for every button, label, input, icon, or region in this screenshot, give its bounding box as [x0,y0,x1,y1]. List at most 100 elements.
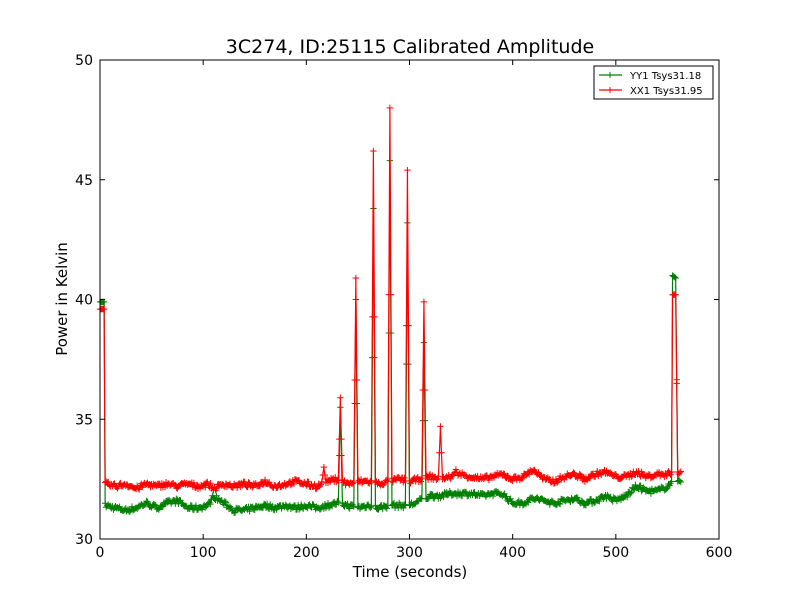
data-point [221,498,229,505]
data-point [586,474,594,482]
x-tick-label: 300 [396,545,423,561]
y-tick-label: 40 [75,293,93,309]
data-point [663,485,670,493]
data-point [259,481,267,489]
data-point [143,497,150,505]
data-point [509,477,516,485]
data-point [618,474,626,481]
legend-marker [607,87,613,93]
legend-marker [607,72,613,78]
data-point [173,495,180,502]
data-point [570,469,577,476]
data-point [555,500,563,507]
data-point [321,471,329,479]
data-point [627,490,634,497]
data-point [596,497,603,505]
x-tick-label: 500 [602,545,629,561]
data-point [206,499,213,506]
data-point [623,493,631,501]
data-point [663,472,670,480]
data-point [328,502,336,510]
data-point [317,481,324,488]
chart-title: 3C274, ID:25115 Calibrated Amplitude [226,36,594,58]
data-point [371,313,378,321]
data-point [552,501,560,509]
data-point [368,503,375,510]
data-point [582,502,590,509]
data-point [335,477,342,484]
data-point [335,499,342,506]
legend-box [593,65,714,100]
data-point [387,291,395,298]
data-point [556,500,564,508]
data-point [433,476,440,484]
data-point [668,468,675,476]
data-point [383,476,391,484]
y-tick-label: 45 [75,173,93,189]
data-point [231,509,239,516]
series-1 [96,157,685,517]
data-point [420,298,428,306]
data-point [401,474,408,482]
x-tick-label: 400 [499,545,526,561]
data-point [338,435,345,443]
data-point [524,499,532,506]
data-point [207,500,214,508]
data-point [447,475,454,483]
data-point [482,493,490,500]
data-point [368,477,375,484]
data-point [144,498,151,506]
data-point [349,480,356,487]
data-point [226,503,234,510]
data-point [152,502,159,509]
data-point [401,501,408,508]
data-point [592,473,599,481]
data-point [116,503,123,510]
data-point [628,489,635,496]
data-point [398,475,405,482]
data-point [349,501,356,509]
data-point [417,478,425,485]
data-point [438,449,445,456]
data-point [518,475,526,483]
data-point [352,274,360,282]
data-point [384,478,392,485]
data-point [595,472,602,480]
data-point [418,474,426,482]
data-point [213,485,220,492]
data-point [370,147,377,155]
data-point [424,495,432,502]
data-point [673,380,680,387]
data-point [435,472,442,480]
x-tick-label: 600 [706,545,733,561]
data-point [100,305,108,313]
data-point [550,480,558,487]
legend: YY1 Tsys31.18 XX1 Tsys31.95 [593,65,714,100]
data-point [437,423,444,430]
data-point [256,483,264,490]
x-tick-label: 100 [190,545,217,561]
data-point [290,480,298,488]
data-point [265,479,273,486]
data-point [668,478,675,485]
plot-area [96,104,685,517]
data-point [204,478,211,486]
data-point [303,482,310,489]
data-point [440,493,447,501]
axes: 0 100 200 300 400 500 600 30 35 40 45 50 [75,53,732,561]
data-point [334,497,341,505]
y-tick-label: 50 [75,53,93,69]
y-tick-label: 30 [75,532,93,548]
data-point [234,484,241,491]
data-point [353,376,361,384]
data-point [246,508,253,515]
data-point [553,479,561,486]
data-point [503,493,510,500]
data-point [316,483,323,490]
data-point [212,487,219,494]
data-point [421,386,429,394]
x-tick-label: 0 [96,545,105,561]
legend-label: YY1 Tsys31.18 [629,71,701,82]
data-point [244,483,251,491]
